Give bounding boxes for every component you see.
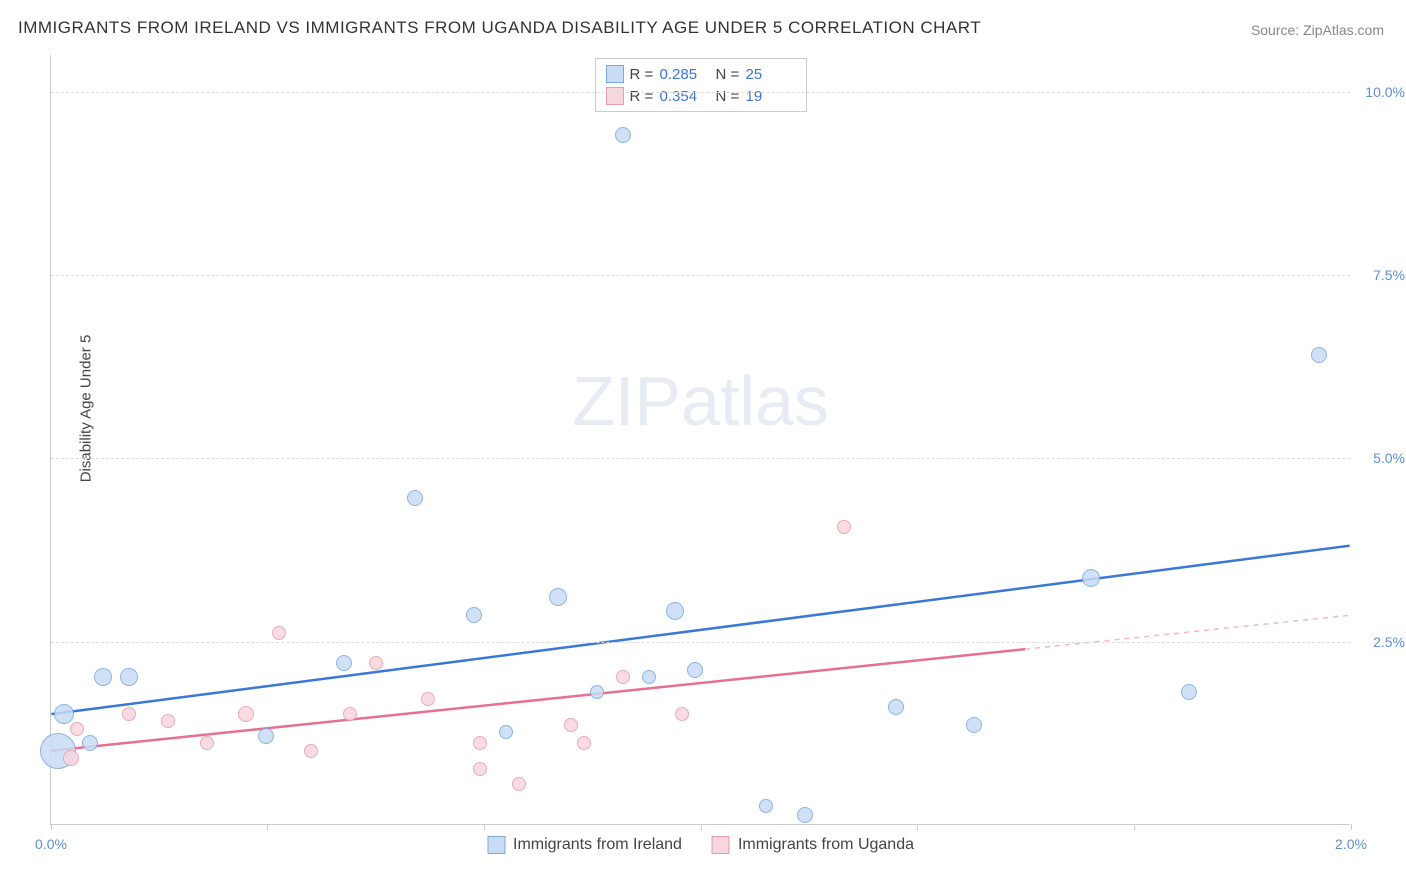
data-point: [616, 670, 630, 684]
data-point: [238, 706, 254, 722]
data-point: [1181, 684, 1197, 700]
data-point: [759, 799, 773, 813]
legend-label-uganda: Immigrants from Uganda: [738, 836, 914, 854]
data-point: [120, 668, 138, 686]
y-tick-label: 10.0%: [1365, 84, 1405, 100]
data-point: [466, 607, 482, 623]
data-point: [258, 728, 274, 744]
data-point: [675, 707, 689, 721]
y-tick-label: 7.5%: [1373, 267, 1405, 283]
chart-title: IMMIGRANTS FROM IRELAND VS IMMIGRANTS FR…: [18, 18, 981, 38]
n-label: N =: [716, 88, 740, 105]
watermark: ZIPatlas: [572, 361, 829, 441]
source-attribution: Source: ZipAtlas.com: [1251, 22, 1384, 38]
data-point: [615, 127, 631, 143]
y-tick-label: 5.0%: [1373, 450, 1405, 466]
data-point: [549, 588, 567, 606]
legend-swatch-uganda: [606, 87, 624, 105]
legend-item-ireland: Immigrants from Ireland: [487, 836, 682, 854]
data-point: [577, 736, 591, 750]
x-tick: [1351, 824, 1352, 830]
x-tick-label: 2.0%: [1335, 836, 1367, 852]
x-tick: [267, 824, 268, 830]
r-label: R =: [630, 66, 654, 83]
r-label: R =: [630, 88, 654, 105]
data-point: [63, 750, 79, 766]
correlation-row-ireland: R = 0.285 N = 25: [606, 63, 796, 85]
data-point: [304, 744, 318, 758]
data-point: [590, 685, 604, 699]
gridline: [51, 458, 1350, 459]
x-tick: [484, 824, 485, 830]
data-point: [122, 707, 136, 721]
correlation-legend: R = 0.285 N = 25 R = 0.354 N = 19: [595, 58, 807, 112]
gridline: [51, 275, 1350, 276]
data-point: [369, 656, 383, 670]
data-point: [966, 717, 982, 733]
legend-label-ireland: Immigrants from Ireland: [513, 836, 682, 854]
data-point: [1082, 569, 1100, 587]
data-point: [70, 722, 84, 736]
x-tick: [917, 824, 918, 830]
data-point: [54, 704, 74, 724]
legend-item-uganda: Immigrants from Uganda: [712, 836, 914, 854]
r-value-ireland: 0.285: [660, 66, 710, 83]
data-point: [1311, 347, 1327, 363]
n-value-uganda: 19: [746, 88, 796, 105]
r-value-uganda: 0.354: [660, 88, 710, 105]
data-point: [666, 602, 684, 620]
n-value-ireland: 25: [746, 66, 796, 83]
data-point: [837, 520, 851, 534]
x-tick: [701, 824, 702, 830]
data-point: [473, 736, 487, 750]
data-point: [642, 670, 656, 684]
y-tick-label: 2.5%: [1373, 634, 1405, 650]
data-point: [82, 735, 98, 751]
data-point: [512, 777, 526, 791]
x-tick-label: 0.0%: [35, 836, 67, 852]
data-point: [797, 807, 813, 823]
series-legend: Immigrants from Ireland Immigrants from …: [487, 836, 914, 854]
data-point: [421, 692, 435, 706]
legend-swatch-ireland: [606, 65, 624, 83]
data-point: [687, 662, 703, 678]
gridline: [51, 642, 1350, 643]
data-point: [499, 725, 513, 739]
data-point: [473, 762, 487, 776]
data-point: [407, 490, 423, 506]
data-point: [336, 655, 352, 671]
legend-swatch-ireland: [487, 836, 505, 854]
legend-swatch-uganda: [712, 836, 730, 854]
x-tick: [1134, 824, 1135, 830]
data-point: [272, 626, 286, 640]
data-point: [888, 699, 904, 715]
gridline: [51, 92, 1350, 93]
data-point: [343, 707, 357, 721]
data-point: [94, 668, 112, 686]
data-point: [161, 714, 175, 728]
plot-area: ZIPatlas R = 0.285 N = 25 R = 0.354 N = …: [50, 55, 1350, 825]
x-tick: [51, 824, 52, 830]
n-label: N =: [716, 66, 740, 83]
data-point: [564, 718, 578, 732]
data-point: [200, 736, 214, 750]
correlation-row-uganda: R = 0.354 N = 19: [606, 85, 796, 107]
